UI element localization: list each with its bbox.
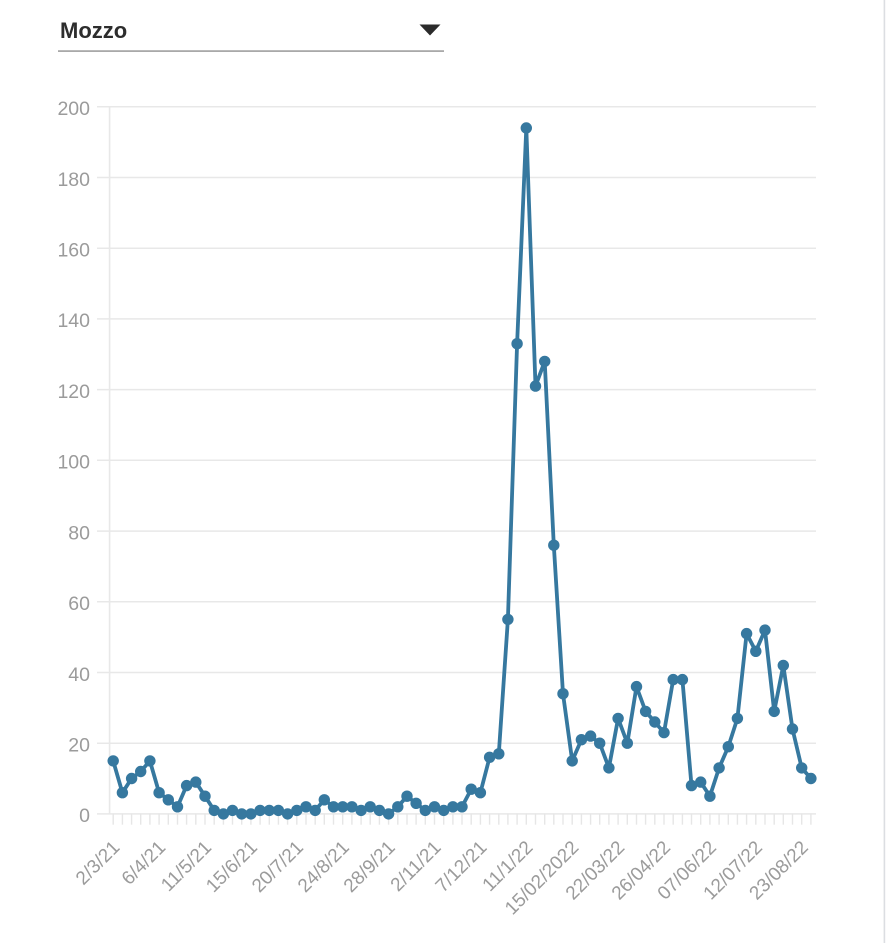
svg-text:20: 20 (68, 735, 90, 757)
svg-text:140: 140 (57, 310, 90, 332)
svg-text:40: 40 (68, 664, 90, 686)
svg-text:120: 120 (57, 381, 90, 403)
svg-text:200: 200 (57, 98, 90, 120)
svg-text:160: 160 (57, 240, 90, 262)
svg-text:Mozzo: Mozzo (60, 18, 127, 43)
svg-text:180: 180 (57, 169, 90, 191)
svg-text:80: 80 (68, 522, 90, 544)
svg-text:100: 100 (57, 452, 90, 474)
svg-text:60: 60 (68, 593, 90, 615)
svg-text:0: 0 (79, 805, 90, 827)
